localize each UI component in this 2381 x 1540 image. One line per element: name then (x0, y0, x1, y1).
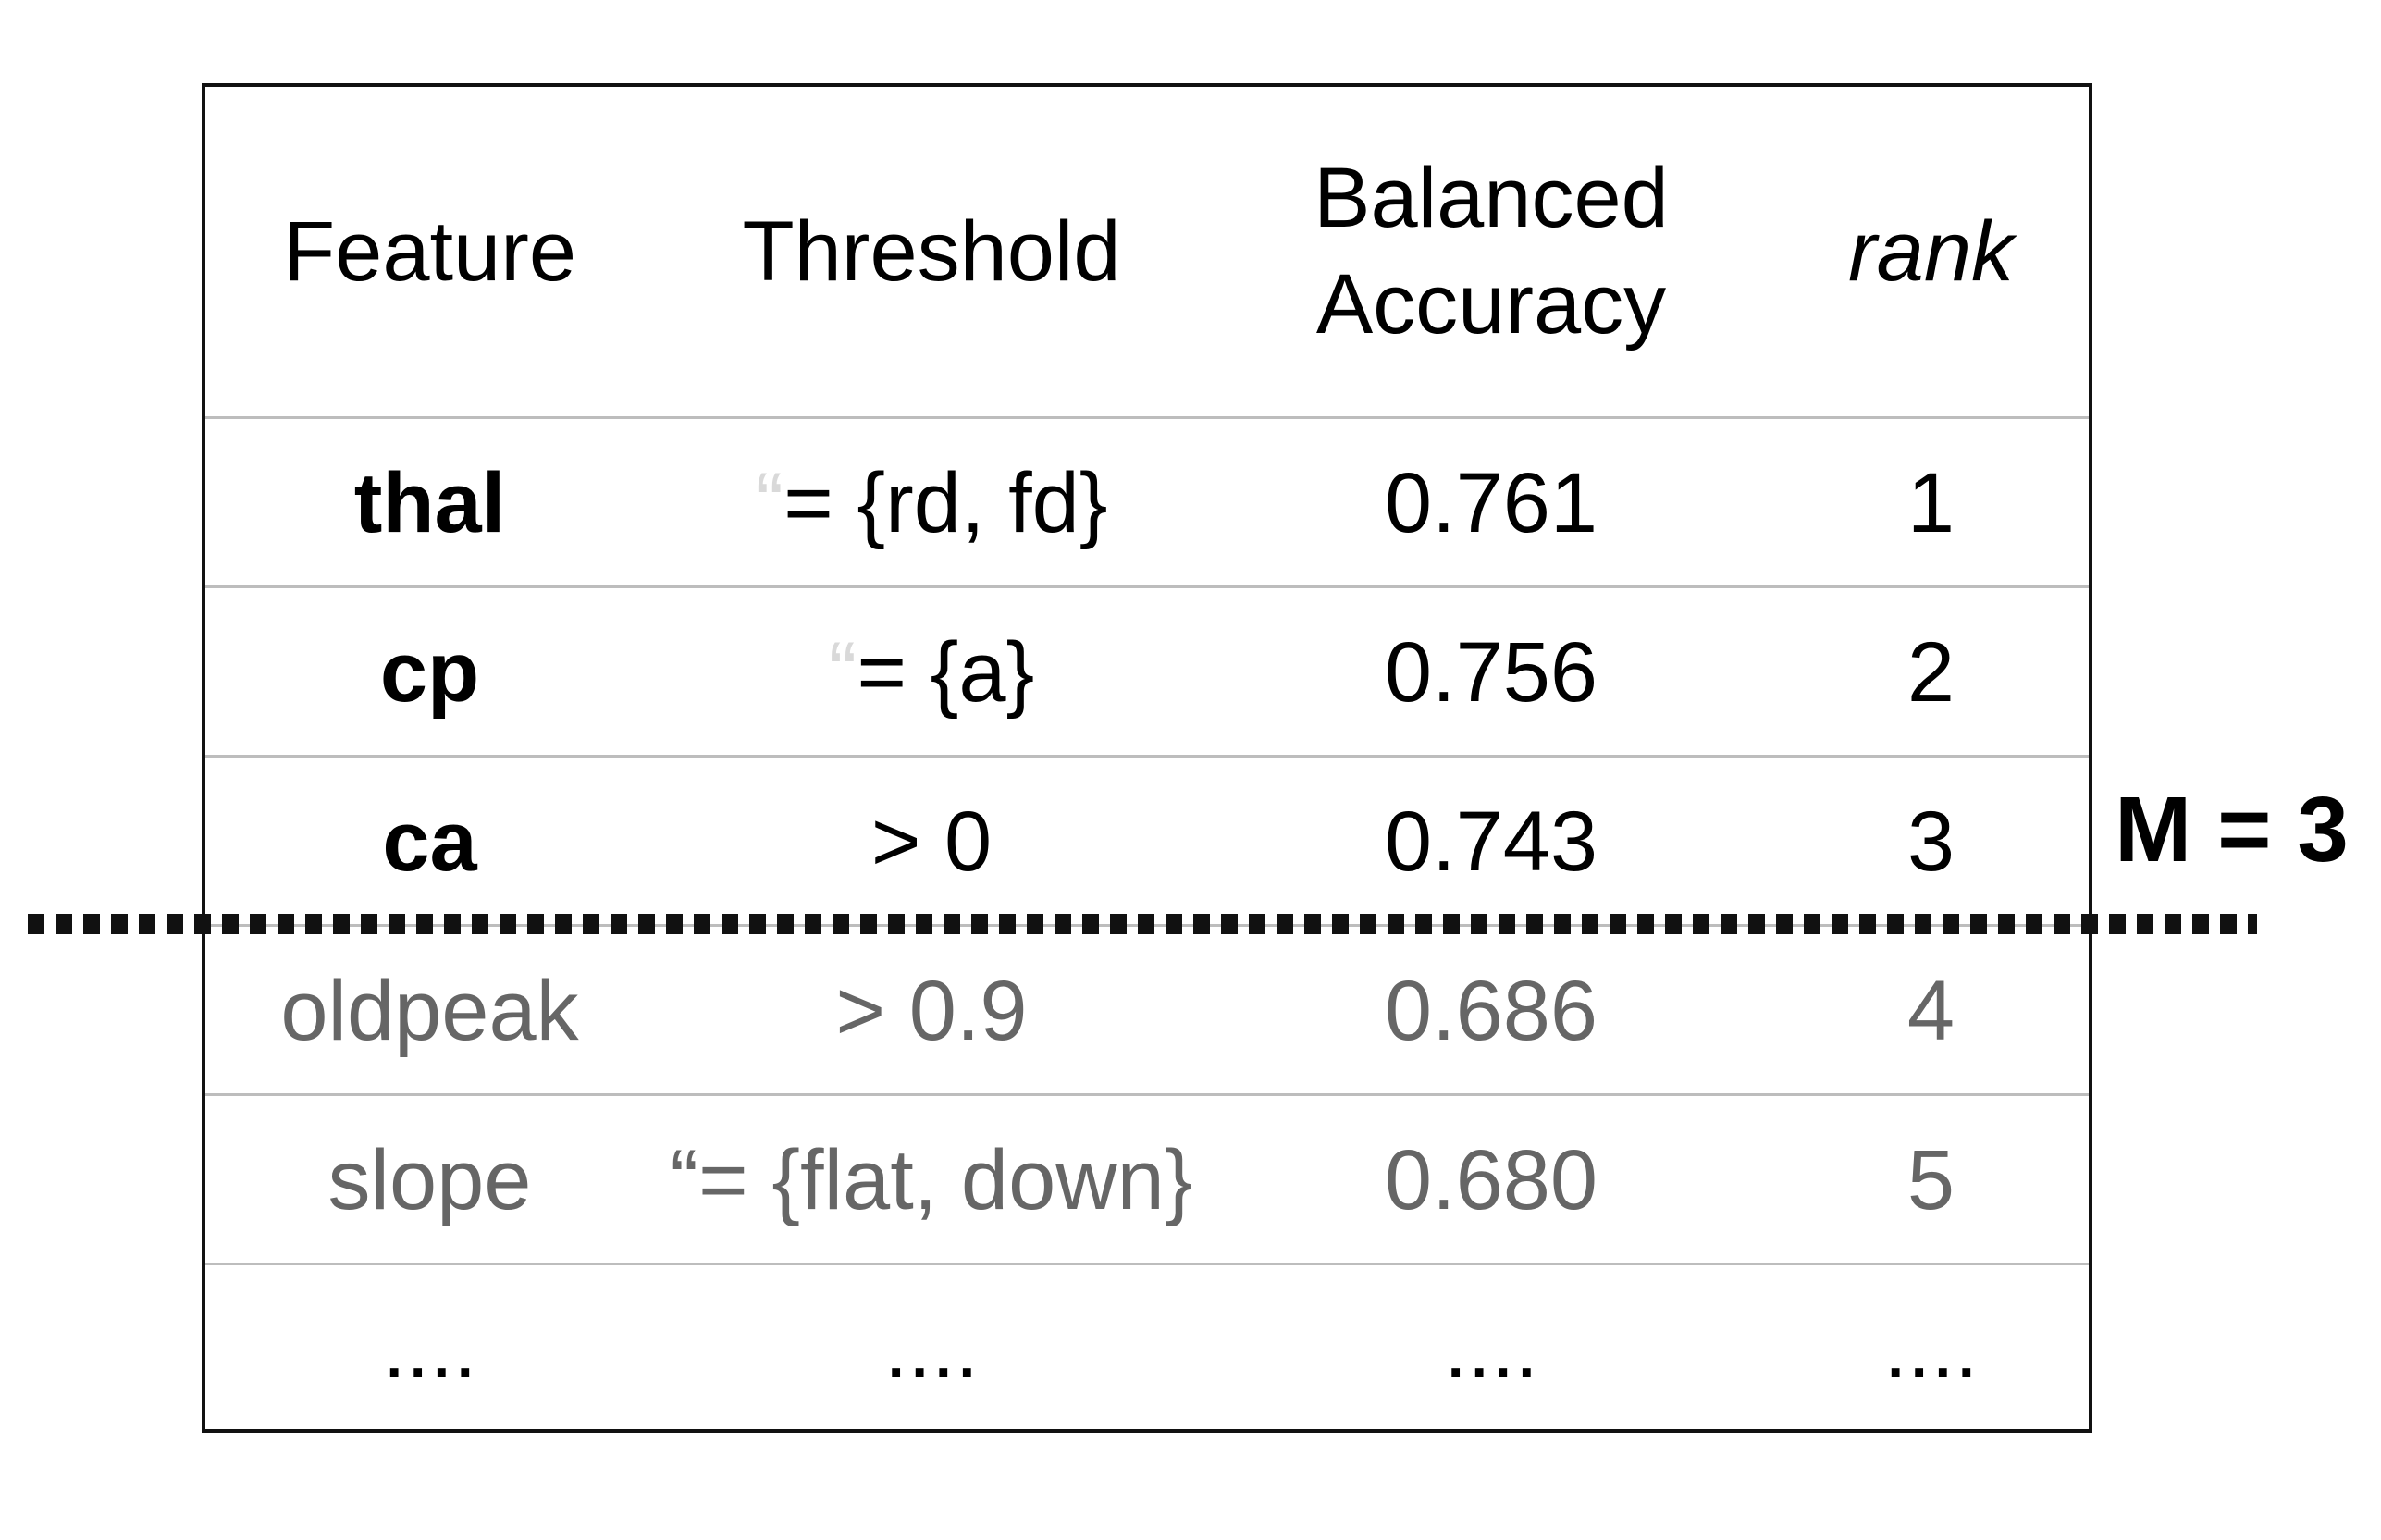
cell-rank: 2 (1906, 625, 1955, 720)
header-balanced-accuracy-line1: Balanced (1314, 151, 1669, 245)
feature-ranking-table: Feature Threshold Balanced Accuracy rank… (202, 83, 2092, 1433)
threshold-value: = {flat, down} (698, 1133, 1193, 1227)
table-row: slope “= {flat, down} 0.680 5 (205, 1093, 2089, 1265)
ellipsis-rank: .... (1883, 1300, 1979, 1396)
cutoff-dashed-line (28, 914, 2257, 934)
header-threshold: Threshold (742, 203, 1121, 299)
cell-balanced-accuracy: 0.761 (1384, 456, 1598, 550)
cell-threshold: “= {rd, fd} (654, 419, 1209, 588)
cell-rank: 1 (1906, 456, 1955, 550)
ellipsis-balanced-accuracy: .... (1443, 1300, 1539, 1396)
cutoff-label: M = 3 (2115, 778, 2349, 881)
threshold-value: = {a} (857, 625, 1035, 720)
cell-feature: ca (382, 795, 477, 889)
cell-rank: 5 (1906, 1133, 1955, 1227)
cell-feature: cp (379, 625, 480, 720)
cell-threshold: “= {flat, down} (654, 1096, 1209, 1265)
header-balanced-accuracy: Balanced Accuracy (1209, 87, 1773, 416)
cell-threshold: > 0.9 (835, 964, 1028, 1058)
table-row: ca > 0 0.743 3 (205, 755, 2089, 927)
threshold-value: = {rd, fd} (783, 456, 1108, 550)
table-row: cp “= {a} 0.756 2 (205, 585, 2089, 758)
cell-balanced-accuracy: 0.680 (1384, 1133, 1598, 1227)
cell-rank: 4 (1906, 964, 1955, 1058)
cell-balanced-accuracy: 0.743 (1384, 795, 1598, 889)
cell-feature: oldpeak (280, 964, 579, 1058)
header-balanced-accuracy-line2: Accuracy (1315, 257, 1667, 351)
threshold-quote: “ (670, 1133, 699, 1227)
threshold-quote: “ (828, 625, 857, 720)
threshold-quote: “ (755, 456, 784, 550)
table-header-row: Feature Threshold Balanced Accuracy rank (205, 87, 2089, 416)
ellipsis-threshold: .... (883, 1300, 980, 1396)
cell-balanced-accuracy: 0.756 (1384, 625, 1598, 720)
header-feature: Feature (282, 203, 577, 299)
header-rank: rank (1848, 203, 2014, 299)
cell-balanced-accuracy: 0.686 (1384, 964, 1598, 1058)
table-row: oldpeak > 0.9 0.686 4 (205, 924, 2089, 1096)
table-row: thal “= {rd, fd} 0.761 1 (205, 416, 2089, 588)
cell-feature: slope (327, 1133, 532, 1227)
cell-threshold: > 0 (870, 795, 993, 889)
cell-feature: thal (353, 456, 506, 550)
cell-threshold: “= {a} (654, 588, 1209, 758)
table-row-ellipsis: .... .... .... .... (205, 1263, 2089, 1432)
ellipsis-feature: .... (382, 1300, 477, 1396)
cell-rank: 3 (1906, 795, 1955, 889)
